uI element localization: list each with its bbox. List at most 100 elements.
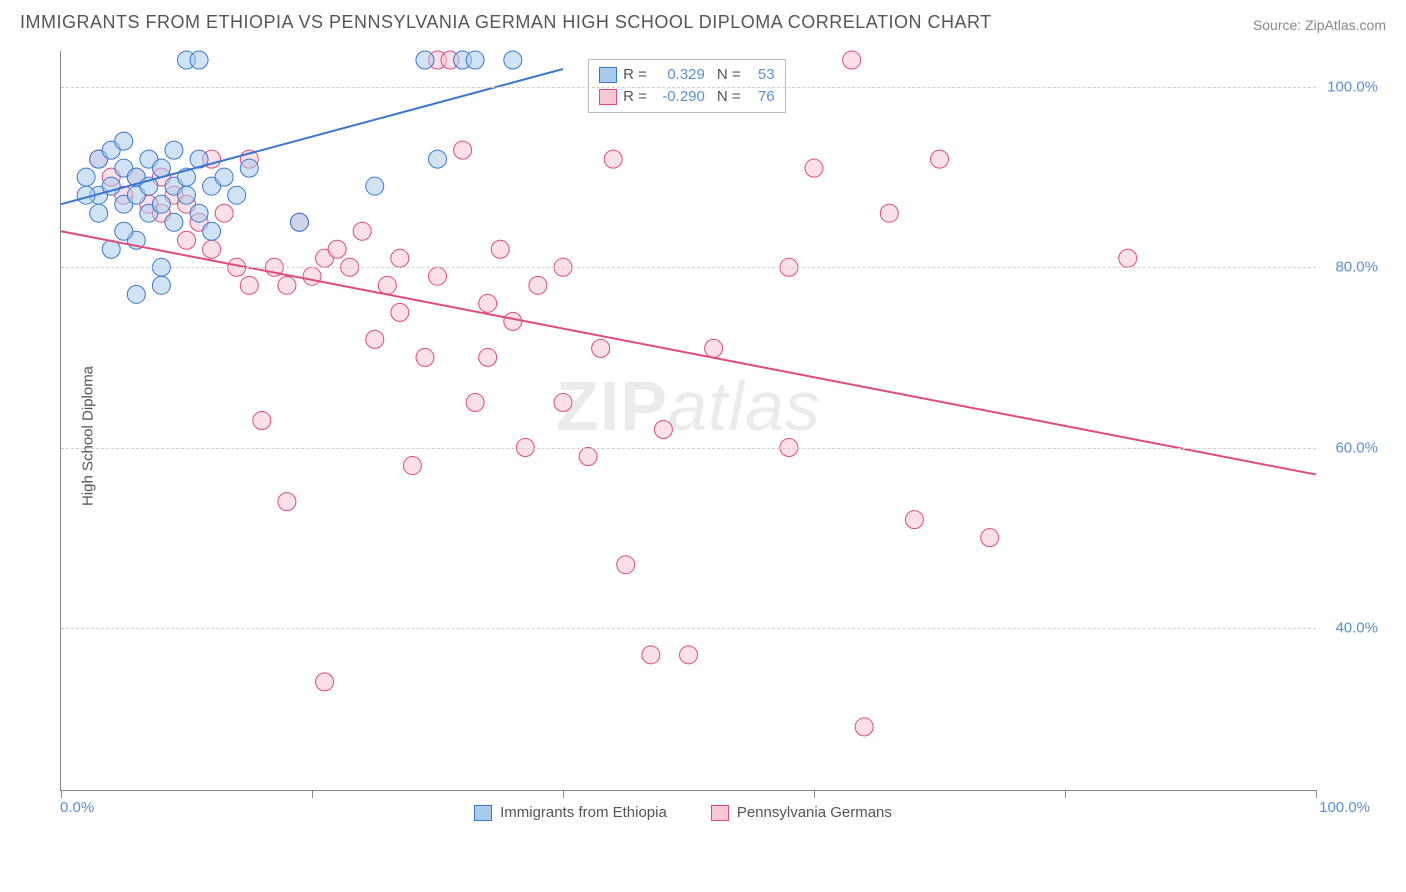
data-point (905, 511, 923, 529)
data-point (115, 132, 133, 150)
data-point (429, 267, 447, 285)
data-point (479, 348, 497, 366)
data-point (805, 159, 823, 177)
data-point (215, 168, 233, 186)
data-point (429, 150, 447, 168)
x-min-label: 0.0% (60, 799, 94, 816)
data-point (504, 51, 522, 69)
legend-n-label: N = (717, 64, 741, 86)
gridline (61, 628, 1316, 629)
data-point (981, 529, 999, 547)
data-point (479, 294, 497, 312)
legend-n-label: N = (717, 86, 741, 108)
data-point (203, 240, 221, 258)
data-point (366, 330, 384, 348)
y-tick-label: 60.0% (1335, 439, 1378, 456)
data-point (165, 213, 183, 231)
data-point (127, 285, 145, 303)
data-point (843, 51, 861, 69)
data-point (115, 222, 133, 240)
legend-n-value: 76 (747, 86, 775, 108)
legend-n-value: 53 (747, 64, 775, 86)
data-point (705, 339, 723, 357)
legend-swatch (599, 89, 617, 105)
data-point (642, 646, 660, 664)
data-point (466, 51, 484, 69)
data-point (77, 168, 95, 186)
legend-row: R = -0.290 N = 76 (599, 86, 775, 108)
data-point (366, 177, 384, 195)
legend-swatch (599, 67, 617, 83)
data-point (228, 186, 246, 204)
gridline (61, 448, 1316, 449)
legend-r-value: -0.290 (653, 86, 705, 108)
data-point (931, 150, 949, 168)
data-point (316, 673, 334, 691)
chart-title: IMMIGRANTS FROM ETHIOPIA VS PENNSYLVANIA… (20, 12, 992, 33)
x-tick (1065, 790, 1066, 798)
data-point (391, 303, 409, 321)
y-tick-label: 40.0% (1335, 619, 1378, 636)
data-point (290, 213, 308, 231)
x-tick (312, 790, 313, 798)
data-point (554, 393, 572, 411)
data-point (203, 222, 221, 240)
chart-svg (61, 51, 1316, 790)
x-tick (814, 790, 815, 798)
gridline (61, 267, 1316, 268)
data-point (529, 276, 547, 294)
plot-area: ZIPatlas R =0.329N =53R =-0.290N =76 40.… (60, 51, 1316, 791)
legend-r-label: R = (623, 86, 647, 108)
data-point (592, 339, 610, 357)
data-point (604, 150, 622, 168)
y-tick-label: 80.0% (1335, 259, 1378, 276)
data-point (466, 393, 484, 411)
data-point (1119, 249, 1137, 267)
legend-r-label: R = (623, 64, 647, 86)
data-point (416, 51, 434, 69)
data-point (504, 312, 522, 330)
data-point (654, 421, 672, 439)
chart-header: IMMIGRANTS FROM ETHIOPIA VS PENNSYLVANIA… (0, 0, 1406, 41)
data-point (328, 240, 346, 258)
data-point (240, 159, 258, 177)
data-point (90, 204, 108, 222)
data-point (278, 276, 296, 294)
data-point (278, 493, 296, 511)
data-point (378, 276, 396, 294)
data-point (165, 141, 183, 159)
y-tick-label: 100.0% (1327, 79, 1378, 96)
data-point (391, 249, 409, 267)
legend-row: R = 0.329 N = 53 (599, 64, 775, 86)
data-point (416, 348, 434, 366)
data-point (454, 141, 472, 159)
x-axis-labels: 0.0% 100.0% (60, 799, 1316, 823)
data-point (253, 412, 271, 430)
x-tick (1316, 790, 1317, 798)
data-point (152, 195, 170, 213)
data-point (855, 718, 873, 736)
data-point (152, 276, 170, 294)
x-tick (61, 790, 62, 798)
data-point (491, 240, 509, 258)
data-point (240, 276, 258, 294)
data-point (178, 231, 196, 249)
trend-line (61, 69, 563, 204)
data-point (680, 646, 698, 664)
chart-container: High School Diploma ZIPatlas R =0.329N =… (50, 41, 1386, 831)
chart-source: Source: ZipAtlas.com (1253, 17, 1386, 33)
gridline (61, 87, 1316, 88)
x-tick (563, 790, 564, 798)
data-point (579, 448, 597, 466)
data-point (880, 204, 898, 222)
correlation-legend: R = 0.329 N = 53 R = -0.290 N = 76 (588, 59, 786, 113)
data-point (403, 457, 421, 475)
data-point (303, 267, 321, 285)
data-point (353, 222, 371, 240)
data-point (617, 556, 635, 574)
legend-r-value: 0.329 (653, 64, 705, 86)
data-point (190, 51, 208, 69)
data-point (190, 204, 208, 222)
x-max-label: 100.0% (1319, 799, 1370, 816)
data-point (215, 204, 233, 222)
